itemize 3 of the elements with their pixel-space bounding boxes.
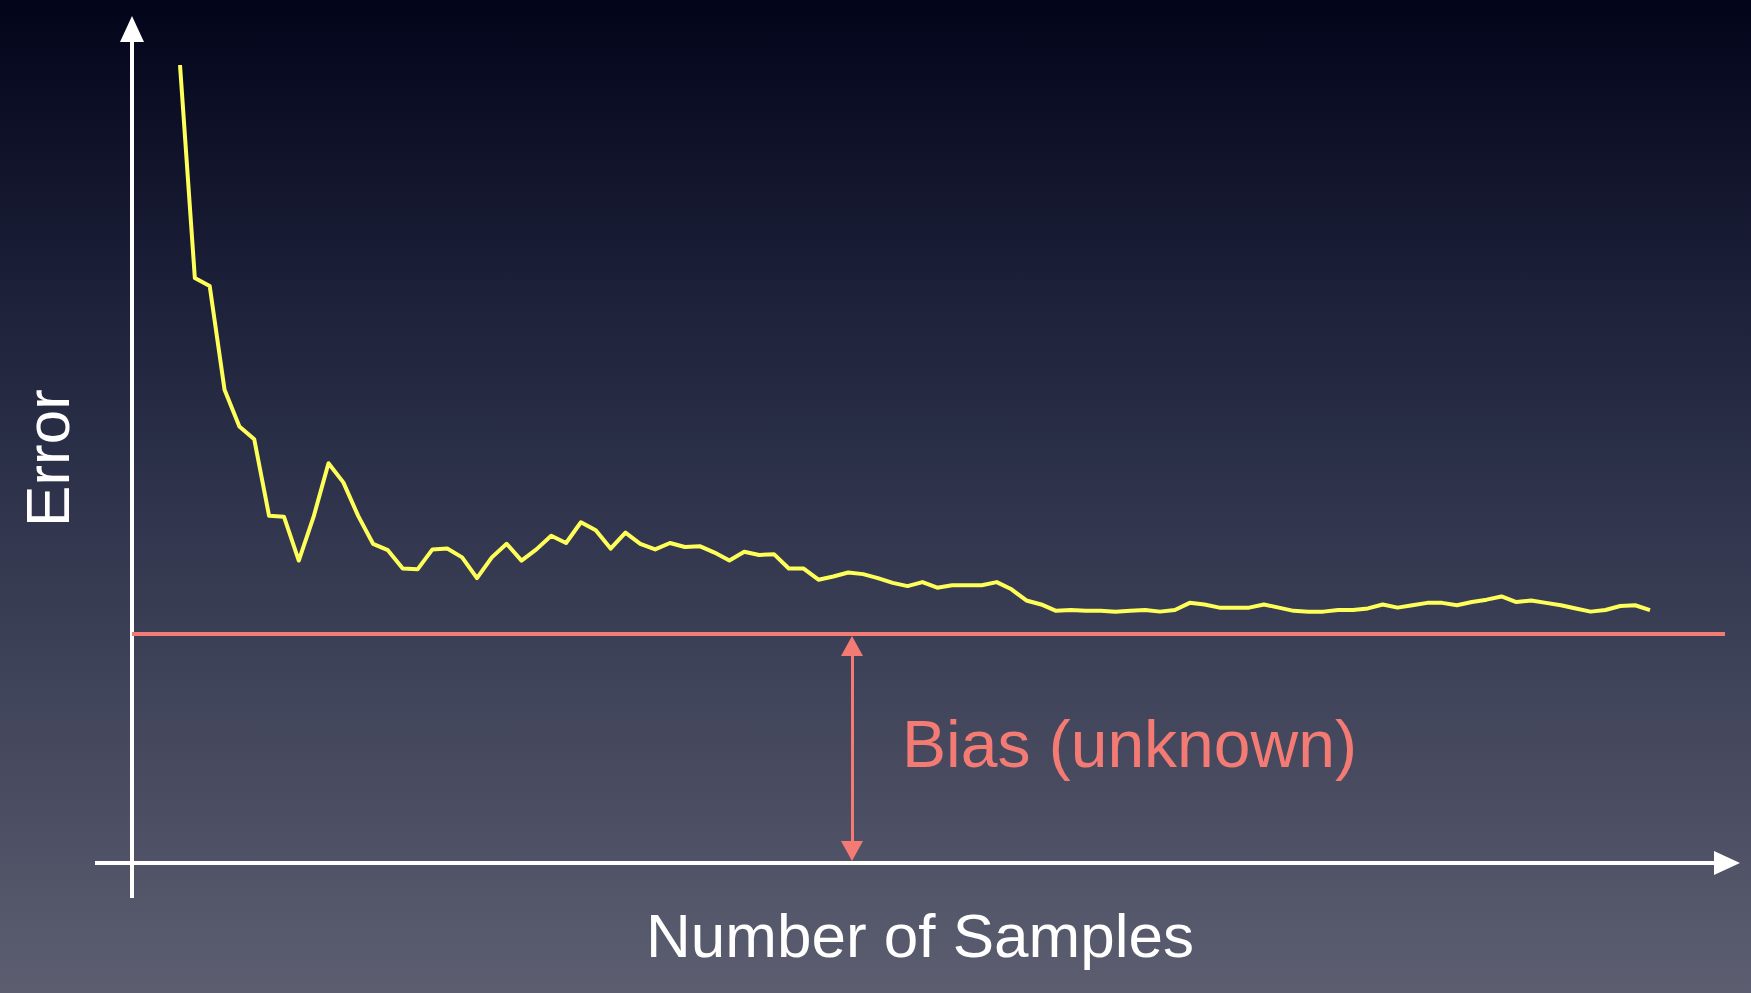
- x-axis-title: Number of Samples: [646, 901, 1194, 971]
- y-axis-title: Error: [13, 389, 83, 527]
- legend-label: Bias (unknown): [902, 706, 1357, 781]
